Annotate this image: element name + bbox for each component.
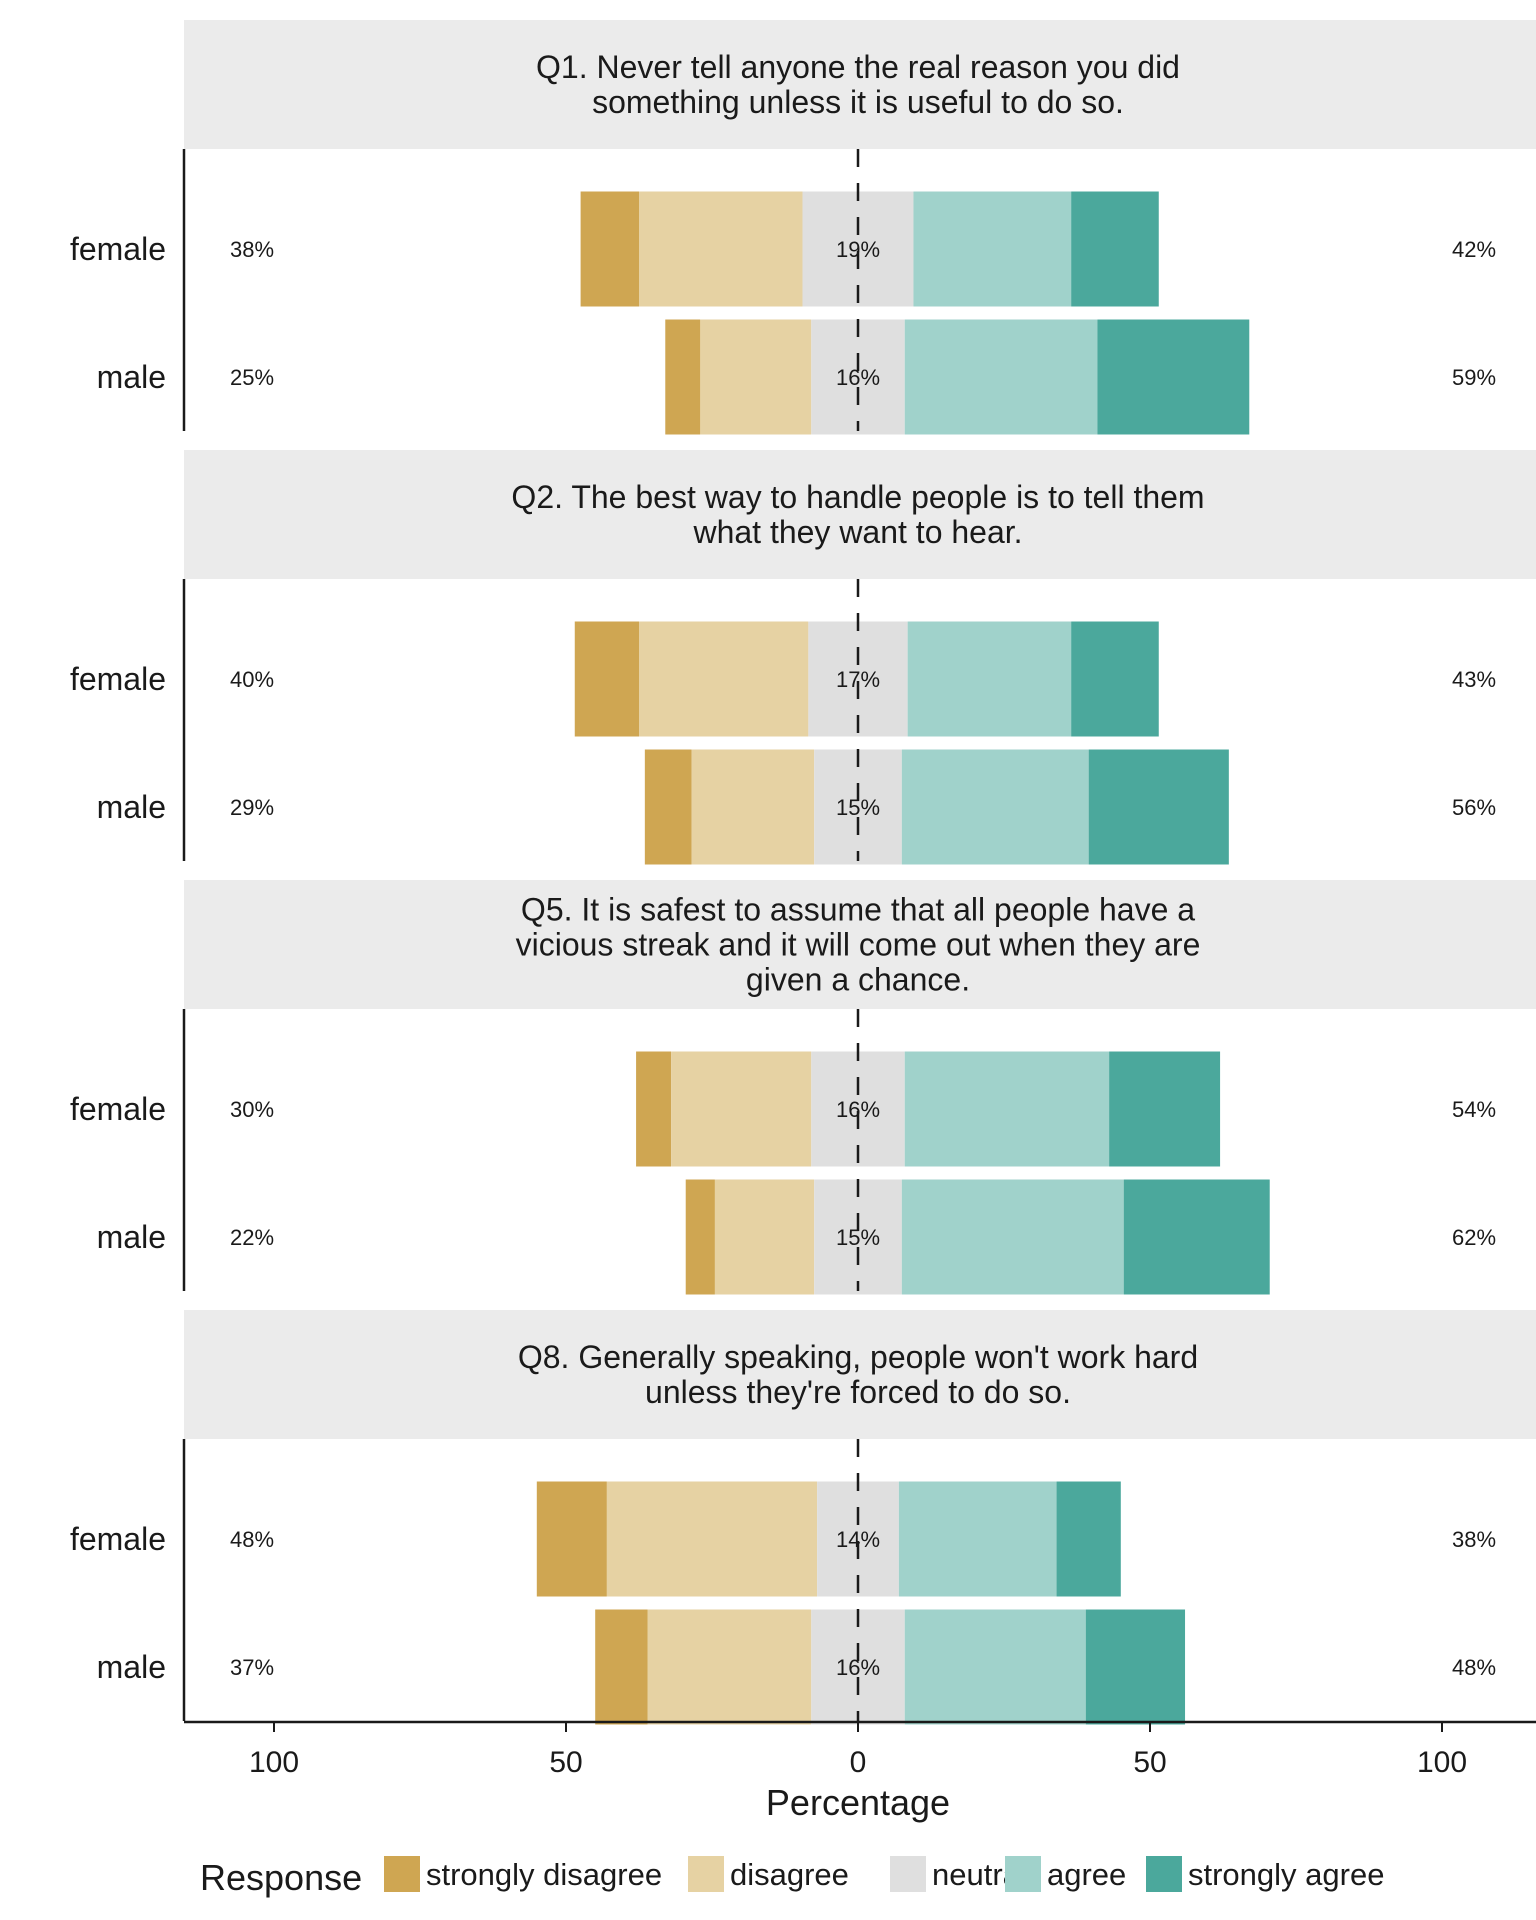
right-percent-label: 54% xyxy=(1452,1097,1496,1122)
bar-disagree-female xyxy=(639,191,803,307)
bar-strongly-agree-female xyxy=(1109,1051,1221,1167)
bar-strongly-agree-male xyxy=(1097,319,1250,435)
right-percent-label: 62% xyxy=(1452,1225,1496,1250)
legend-swatch-strongly-disagree xyxy=(384,1856,420,1892)
bar-disagree-female xyxy=(639,621,809,737)
x-tick-label: 100 xyxy=(1417,1746,1467,1779)
x-axis-title: Percentage xyxy=(766,1782,950,1823)
legend-title: Response xyxy=(200,1857,362,1898)
bar-neutral-male xyxy=(814,1179,902,1295)
legend-swatch-disagree xyxy=(688,1856,724,1892)
x-tick-label: 50 xyxy=(549,1746,582,1779)
left-percent-label: 25% xyxy=(230,365,274,390)
bar-disagree-male xyxy=(700,319,812,435)
legend-swatch-strongly-agree xyxy=(1146,1856,1182,1892)
legend-swatch-agree xyxy=(1005,1856,1041,1892)
bar-strongly-disagree-male xyxy=(685,1179,715,1295)
legend-label-strongly-agree: strongly agree xyxy=(1188,1857,1384,1892)
panel-title: Q5. It is safest to assume that all peop… xyxy=(521,892,1195,928)
bar-agree-female xyxy=(898,1481,1057,1597)
bar-agree-female xyxy=(904,1051,1110,1167)
group-label: female xyxy=(70,231,166,267)
bar-disagree-male xyxy=(714,1179,815,1295)
panel-title: what they want to hear. xyxy=(692,514,1022,550)
panel-title: given a chance. xyxy=(746,962,970,998)
left-percent-label: 29% xyxy=(230,795,274,820)
x-tick-label: 100 xyxy=(249,1746,299,1779)
right-percent-label: 42% xyxy=(1452,237,1496,262)
panel-strip xyxy=(184,20,1536,149)
bar-agree-male xyxy=(904,1609,1086,1725)
panel-title: something unless it is useful to do so. xyxy=(592,84,1124,120)
bar-neutral-male xyxy=(814,749,902,865)
legend-label-disagree: disagree xyxy=(730,1857,849,1892)
left-percent-label: 40% xyxy=(230,667,274,692)
group-label: female xyxy=(70,1521,166,1557)
group-label: male xyxy=(97,359,166,395)
right-percent-label: 56% xyxy=(1452,795,1496,820)
right-percent-label: 43% xyxy=(1452,667,1496,692)
group-label: female xyxy=(70,1091,166,1127)
bar-agree-female xyxy=(907,621,1072,737)
right-percent-label: 59% xyxy=(1452,365,1496,390)
bar-agree-male xyxy=(901,749,1089,865)
panel-title: Q8. Generally speaking, people won't wor… xyxy=(518,1339,1198,1375)
group-label: male xyxy=(97,1219,166,1255)
bar-strongly-agree-male xyxy=(1088,749,1229,865)
left-percent-label: 37% xyxy=(230,1655,274,1680)
panel-title: vicious streak and it will come out when… xyxy=(516,927,1201,963)
panel-title: Q1. Never tell anyone the real reason yo… xyxy=(536,49,1180,85)
bar-strongly-agree-female xyxy=(1071,621,1159,737)
bar-strongly-disagree-female xyxy=(574,621,639,737)
bar-disagree-male xyxy=(647,1609,812,1725)
panel-title: Q2. The best way to handle people is to … xyxy=(511,479,1204,515)
left-percent-label: 30% xyxy=(230,1097,274,1122)
right-percent-label: 48% xyxy=(1452,1655,1496,1680)
bar-disagree-male xyxy=(691,749,815,865)
panel-strip xyxy=(184,880,1536,1009)
group-label: female xyxy=(70,661,166,697)
bar-strongly-agree-male xyxy=(1085,1609,1186,1725)
bar-strongly-disagree-female xyxy=(536,1481,607,1597)
bar-disagree-female xyxy=(671,1051,812,1167)
bar-disagree-female xyxy=(606,1481,818,1597)
bar-strongly-agree-female xyxy=(1071,191,1159,307)
bar-agree-female xyxy=(913,191,1072,307)
group-label: male xyxy=(97,1649,166,1685)
left-percent-label: 38% xyxy=(230,237,274,262)
x-tick-label: 0 xyxy=(850,1746,867,1779)
legend-swatch-neutral xyxy=(890,1856,926,1892)
left-percent-label: 22% xyxy=(230,1225,274,1250)
bar-strongly-disagree-male xyxy=(595,1609,648,1725)
panel-title: unless they're forced to do so. xyxy=(645,1374,1071,1410)
bar-agree-male xyxy=(904,319,1098,435)
bar-strongly-disagree-female xyxy=(580,191,639,307)
right-percent-label: 38% xyxy=(1452,1527,1496,1552)
panel-strip xyxy=(184,450,1536,579)
bar-agree-male xyxy=(901,1179,1124,1295)
legend-label-agree: agree xyxy=(1047,1857,1126,1892)
x-tick-label: 50 xyxy=(1133,1746,1166,1779)
panel-strip xyxy=(184,1310,1536,1439)
bar-strongly-disagree-female xyxy=(636,1051,672,1167)
bar-strongly-agree-female xyxy=(1056,1481,1121,1597)
legend-label-strongly-disagree: strongly disagree xyxy=(426,1857,662,1892)
bar-neutral-male xyxy=(811,319,905,435)
bar-strongly-disagree-male xyxy=(665,319,701,435)
group-label: male xyxy=(97,789,166,825)
bar-strongly-agree-male xyxy=(1123,1179,1270,1295)
bar-neutral-male xyxy=(811,1609,905,1725)
bar-strongly-disagree-male xyxy=(644,749,692,865)
left-percent-label: 48% xyxy=(230,1527,274,1552)
